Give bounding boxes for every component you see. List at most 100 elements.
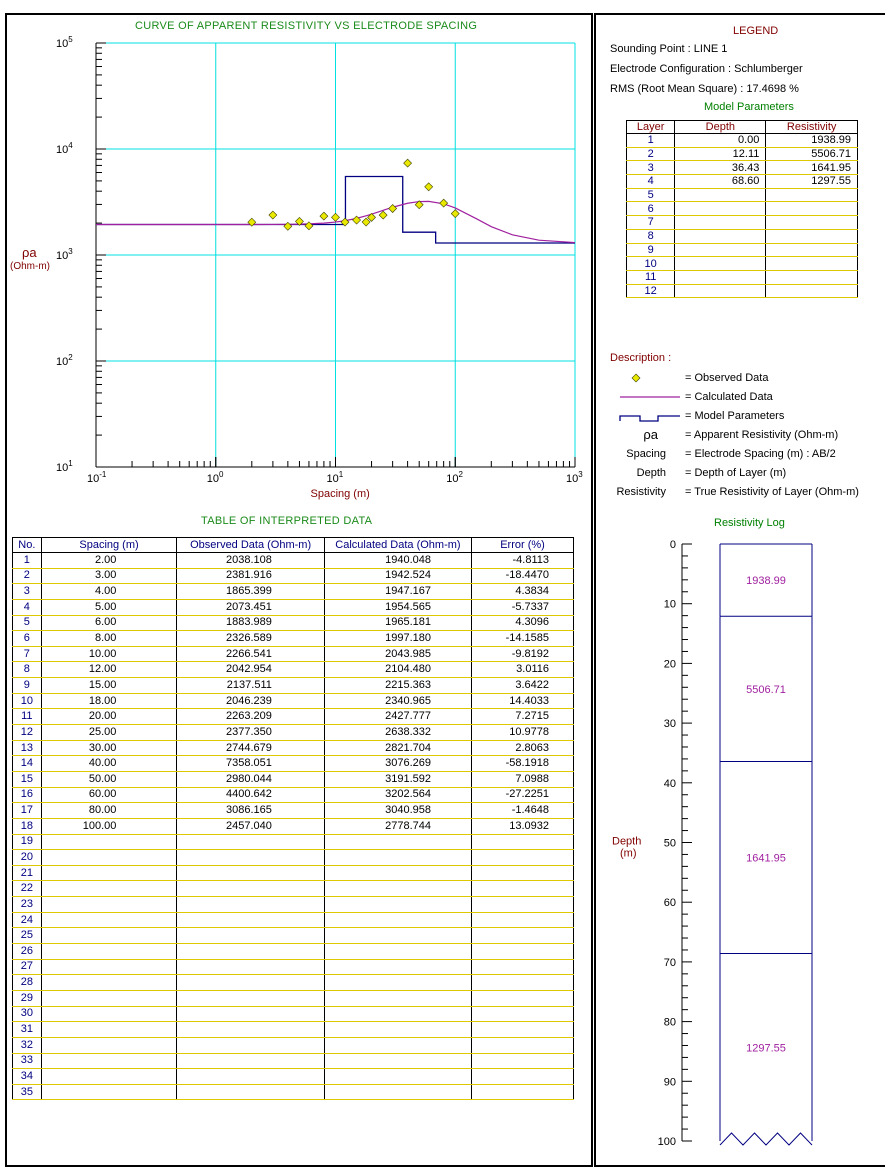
- table-row: 23: [12, 896, 574, 913]
- table-cell: 27: [12, 959, 42, 976]
- depth-axis-unit: (m): [620, 848, 637, 860]
- param-cell: [674, 270, 767, 285]
- table-cell: 4.3834: [471, 583, 574, 600]
- param-cell: [674, 256, 767, 271]
- param-cell: 1641.95: [765, 160, 858, 176]
- table-cell: 11: [12, 708, 42, 726]
- depth-axis-label: Depth: [612, 836, 641, 848]
- table-cell: 2046.239: [176, 693, 325, 710]
- table-header-cell: Spacing (m): [40, 537, 178, 553]
- table-cell: [40, 1053, 178, 1070]
- table-row: 19: [12, 834, 574, 851]
- observed-data-point: [388, 204, 398, 213]
- tick-base: 10: [56, 38, 68, 50]
- table-cell: 30.00: [40, 740, 178, 757]
- table-cell: [40, 959, 178, 976]
- table-cell: 12: [12, 724, 42, 741]
- model-parameters-icon: [619, 415, 680, 422]
- observed-data-point: [283, 221, 293, 231]
- table-cell: [40, 865, 178, 882]
- table-cell: 4.00: [40, 583, 178, 600]
- tick-base: 10: [56, 144, 68, 156]
- table-cell: 2043.985: [323, 646, 473, 663]
- table-cell: [323, 1037, 473, 1054]
- table-cell: 26: [12, 943, 42, 960]
- rms-value: RMS (Root Mean Square) : 17.4698 %: [610, 83, 799, 95]
- tick-exponent: 2: [68, 353, 73, 362]
- table-cell: 2266.541: [176, 646, 325, 663]
- param-cell: 4: [625, 174, 676, 189]
- table-cell: 1947.167: [323, 583, 473, 600]
- table-row: 9 15.00 2137.511 2215.363 3.6422: [12, 677, 574, 694]
- observed-data-point: [403, 158, 413, 168]
- table-cell: 17: [12, 802, 42, 819]
- param-cell: [765, 284, 858, 299]
- observed-data-point: [450, 209, 460, 219]
- table-cell: 34: [12, 1068, 42, 1085]
- table-cell: 14.4033: [471, 693, 574, 710]
- electrode-configuration: Electrode Configuration : Schlumberger: [610, 63, 803, 75]
- tick-base: 10: [56, 356, 68, 368]
- table-cell: 2381.916: [176, 568, 325, 585]
- depth-tick-label: 10: [664, 599, 676, 611]
- table-cell: [323, 912, 473, 929]
- param-row: 8: [625, 229, 858, 244]
- table-row: 18 100.00 2457.040 2778.744 13.0932: [12, 818, 574, 835]
- table-cell: 9: [12, 677, 42, 694]
- param-row: 7: [625, 215, 858, 230]
- param-cell: [765, 215, 858, 230]
- table-cell: [323, 865, 473, 882]
- depth-tick-label: 100: [658, 1136, 676, 1148]
- table-cell: 2980.044: [176, 771, 325, 788]
- table-row: 21: [12, 865, 574, 882]
- table-header-cell: Calculated Data (Ohm-m): [323, 537, 473, 553]
- table-cell: 15.00: [40, 677, 178, 694]
- table-cell: [323, 1053, 473, 1070]
- table-cell: [40, 849, 178, 866]
- table-row: 26: [12, 943, 574, 960]
- param-cell: 0.00: [674, 133, 767, 148]
- table-cell: 20.00: [40, 708, 178, 726]
- y-tick-label: 103: [56, 247, 73, 262]
- table-row: 14 40.00 7358.051 3076.269 -58.1918: [12, 755, 574, 772]
- tick-exponent: 0: [219, 470, 224, 479]
- param-cell: [765, 188, 858, 203]
- param-row: 11: [625, 270, 858, 285]
- table-row: 16 60.00 4400.642 3202.564 -27.2251: [12, 787, 574, 804]
- legend-key: Depth: [636, 467, 666, 479]
- table-row: 10 18.00 2046.239 2340.965 14.4033: [12, 693, 574, 710]
- table-cell: 80.00: [40, 802, 178, 819]
- param-cell: [765, 229, 858, 244]
- tick-exponent: 2: [459, 470, 464, 479]
- table-cell: -5.7337: [471, 599, 574, 616]
- model-parameters-table: Layer Depth Resistivity 1 0.00 1938.99 2 12.11…: [625, 120, 858, 299]
- x-tick-label: 100: [207, 470, 224, 485]
- table-cell: 12.00: [40, 661, 178, 679]
- tick-base: 10: [327, 473, 339, 485]
- resistivity-log-title: Resistivity Log: [714, 517, 785, 529]
- table-cell: -58.1918: [471, 755, 574, 772]
- table-cell: 2.00: [40, 552, 178, 569]
- table-cell: [176, 1084, 325, 1101]
- table-cell: [471, 927, 574, 945]
- table-cell: [323, 1006, 473, 1023]
- tick-base: 10: [566, 473, 578, 485]
- depth-tick-label: 40: [664, 778, 676, 790]
- depth-tick-label: 50: [664, 838, 676, 850]
- legend-item-text: = Apparent Resistivity (Ohm-m): [685, 429, 839, 441]
- table-row: 30: [12, 1006, 574, 1023]
- param-header-cell: Resistivity: [765, 120, 858, 134]
- table-cell: [176, 943, 325, 960]
- table-cell: [323, 896, 473, 913]
- table-cell: [176, 1021, 325, 1038]
- table-cell: 30: [12, 1006, 42, 1023]
- table-cell: 2821.704: [323, 740, 473, 757]
- table-cell: 10: [12, 693, 42, 710]
- table-cell: 10.00: [40, 646, 178, 663]
- observed-data-point: [367, 212, 376, 222]
- table-cell: 40.00: [40, 755, 178, 772]
- table-row: 31: [12, 1021, 574, 1038]
- table-cell: -18.4470: [471, 568, 574, 585]
- table-cell: 28: [12, 974, 42, 991]
